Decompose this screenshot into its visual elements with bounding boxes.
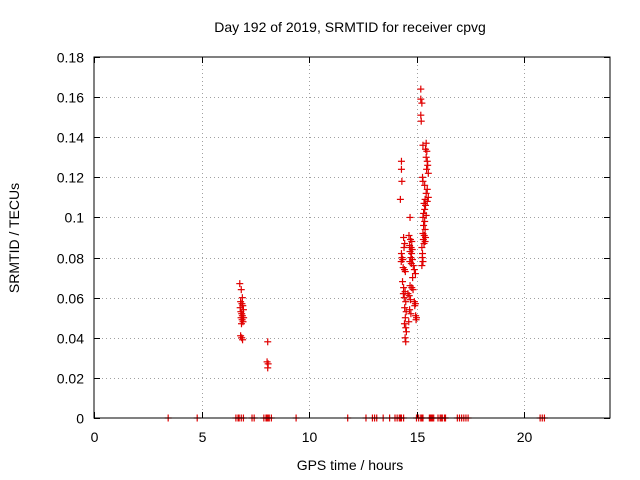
data-point (422, 201, 430, 209)
y-tick-label: 0.12 (57, 170, 84, 186)
data-point (400, 320, 408, 328)
data-point (418, 99, 426, 107)
data-point (399, 278, 407, 286)
data-point (422, 139, 430, 147)
data-point (237, 286, 245, 294)
y-tick-label: 0.06 (57, 291, 84, 307)
data-point (424, 161, 432, 169)
x-tick-label: 5 (199, 429, 207, 445)
x-axis-label: GPS time / hours (297, 457, 404, 473)
data-point (397, 165, 405, 173)
data-point (400, 244, 408, 252)
data-point (421, 225, 429, 233)
y-axis-label: SRMTID / TECUs (6, 183, 22, 293)
data-point (422, 189, 430, 197)
data-point (264, 338, 272, 346)
data-point (401, 334, 409, 342)
data-point (397, 250, 405, 258)
data-point (409, 262, 417, 270)
data-point (401, 240, 409, 248)
y-tick-labels: 0 0.02 0.04 0.06 0.08 0.1 0.12 0.14 0.16 0.18 (57, 50, 84, 427)
data-point (418, 254, 426, 262)
data-point (400, 234, 408, 241)
data-point (411, 270, 419, 278)
plot-frame (93, 56, 611, 419)
data-point (421, 205, 429, 213)
data-point (420, 240, 428, 248)
data-point (411, 302, 419, 310)
data-point (396, 195, 404, 203)
y-tick-label: 0.16 (57, 90, 84, 106)
data-point (423, 185, 431, 193)
axis-ticks (94, 57, 610, 419)
data-point (400, 294, 408, 302)
data-point (401, 268, 409, 276)
data-point (409, 274, 417, 282)
data-point (264, 364, 272, 372)
data-point (398, 177, 406, 185)
data-point (237, 320, 245, 328)
data-point (417, 95, 425, 103)
grid-layer (94, 57, 610, 418)
data-point (405, 292, 413, 300)
data-point (417, 85, 425, 93)
data-point (397, 258, 405, 266)
data-point (412, 316, 420, 324)
y-tick-label: 0 (76, 411, 84, 427)
data-point (236, 280, 244, 288)
data-point (402, 338, 410, 346)
y-tick-label: 0.08 (57, 251, 84, 267)
data-point (409, 286, 417, 294)
data-point (405, 231, 413, 239)
data-point (418, 262, 426, 270)
data-point (405, 318, 413, 326)
data-point (423, 147, 431, 155)
data-point (419, 258, 427, 266)
x-tick-labels: 0 5 10 15 20 (91, 429, 533, 445)
data-point (423, 165, 431, 173)
data-point (421, 217, 429, 225)
data-point (239, 336, 247, 344)
y-tick-label: 0.14 (57, 130, 84, 146)
data-point (402, 328, 410, 336)
y-tick-label: 0.18 (57, 50, 84, 66)
y-tick-label: 0.1 (65, 210, 85, 226)
data-point (419, 177, 427, 185)
data-point (410, 266, 418, 274)
data-point (402, 324, 410, 332)
y-tick-label: 0.02 (57, 371, 84, 387)
data-point (406, 213, 414, 221)
data-point (401, 314, 409, 322)
data-point (397, 157, 405, 165)
x-tick-label: 0 (91, 429, 99, 445)
data-point (238, 294, 246, 302)
data-point (402, 298, 410, 306)
data-point (419, 213, 427, 221)
x-tick-label: 10 (302, 429, 318, 445)
data-point (401, 304, 409, 312)
x-tick-label: 20 (517, 429, 533, 445)
data-point (407, 310, 415, 318)
data-point (408, 238, 416, 246)
data-point (424, 169, 432, 177)
chart-title: Day 192 of 2019, SRMTID for receiver cpv… (214, 19, 486, 35)
data-points (164, 85, 548, 422)
data-point (406, 296, 414, 304)
data-point (422, 153, 430, 161)
y-tick-label: 0.04 (57, 331, 84, 347)
data-point (418, 244, 426, 252)
data-point (400, 284, 408, 292)
data-point (417, 117, 425, 125)
data-point (406, 306, 414, 314)
data-point (408, 250, 416, 258)
data-point (417, 111, 425, 119)
data-point (421, 181, 429, 189)
data-point (420, 221, 428, 229)
x-tick-label: 15 (410, 429, 426, 445)
